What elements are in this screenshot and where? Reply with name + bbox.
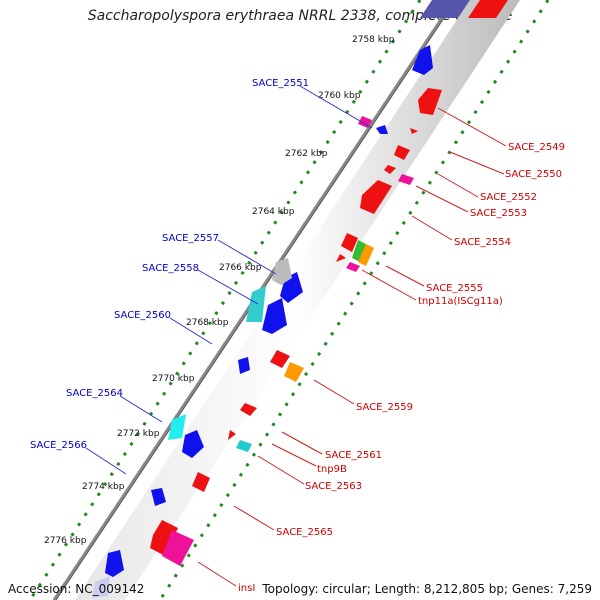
gene-label: SACE_2561 [325,450,382,461]
top-feature-block [420,0,470,18]
leader-line [85,447,127,475]
leader-line [119,395,163,423]
gene-block [150,520,178,556]
gene-block [418,88,442,115]
gene-label: SACE_2555 [426,283,483,294]
gene-label: SACE_2565 [276,527,333,538]
gene-block [358,116,372,128]
gene-block [168,414,186,440]
gene-label: tnp9B [317,464,347,475]
leader-line [233,505,275,531]
gene-block [376,125,388,134]
leader-line [197,561,237,587]
gene-block [272,258,292,285]
leader-line [257,455,305,485]
gene-label: SACE_2550 [505,169,562,180]
gene-block [182,430,204,458]
gene-block [336,254,346,262]
leader-line [197,269,259,305]
gene-block [246,286,266,322]
gene-block [151,488,166,506]
leader-line [361,269,417,301]
gene-block [236,440,252,452]
gene-block [238,357,250,374]
gene-block [346,262,360,272]
kbp-ticks: 2758 kbp 2760 kbp 2762 kbp 2764 kbp 2766… [44,35,395,546]
gene-block [358,244,374,266]
tick-label: 2774 kbp [82,482,125,492]
gene-block [228,430,236,440]
tick-label: 2758 kbp [352,35,395,45]
leader-line [299,85,373,129]
gene-block [105,550,124,577]
gene-label: SACE_2559 [356,402,413,413]
leader-line [411,215,453,241]
tick-label: 2772 kbp [117,429,160,439]
leader-line [385,265,425,287]
tick-label: 2776 kbp [44,536,87,546]
genome-meta-text: Topology: circular; Length: 8,212,805 bp… [262,582,592,596]
gene-block [162,530,194,566]
forward-strand-genes [92,45,433,598]
tick-label: 2768 kbp [186,318,229,328]
gene-block [394,145,410,160]
leader-line [415,185,469,213]
gene-block [341,233,358,252]
top-red-block [468,0,508,18]
leader-line [437,173,479,198]
gene-block [240,403,257,416]
reverse-strand-genes [150,88,442,566]
gene-block [270,350,290,368]
leader-line [281,431,323,455]
gene-block [412,45,433,75]
tick-label: 2766 kbp [219,263,262,273]
leader-line [437,107,507,147]
gene-label: SACE_2553 [470,208,527,219]
gene-label: SACE_2554 [454,237,511,248]
gene-label: SACE_2549 [508,142,565,153]
gene-block [360,180,392,214]
gene-block [352,240,366,262]
gene-block [92,576,110,598]
gene-label: SACE_2552 [480,192,537,203]
leader-line [449,151,505,175]
gene-label: SACE_2551 [252,78,309,89]
leader-line [313,379,355,405]
gene-label: SACE_2566 [30,440,87,451]
tick-label: 2760 kbp [318,91,361,101]
gene-block [384,165,396,174]
gene-label: SACE_2564 [66,388,123,399]
gene-label: SACE_2557 [162,233,219,244]
right-gene-labels: SACE_2549 SACE_2550 SACE_2552 SACE_2553 … [197,107,565,594]
tick-label: 2762 kbp [285,149,328,159]
leader-line [169,317,213,345]
gene-label: tnp11a(ISCg11a) [418,296,503,307]
gene-block [262,298,287,334]
leader-line [217,239,277,275]
accession-text: Accession: NC_009142 [8,582,145,596]
gc-track-left [28,0,422,600]
left-gene-labels: SACE_2551 SACE_2557 SACE_2558 SACE_2560 … [30,78,373,475]
gene-block [284,362,304,382]
gene-block [398,174,414,185]
gene-block [192,472,210,492]
gene-label: SACE_2563 [305,481,362,492]
gene-block [410,128,418,134]
gene-label: insI [238,583,255,594]
tick-label: 2770 kbp [152,374,195,384]
gene-label: SACE_2560 [114,310,171,321]
leader-line [271,443,317,467]
tick-label: 2764 kbp [252,207,295,217]
gene-label: SACE_2558 [142,263,199,274]
